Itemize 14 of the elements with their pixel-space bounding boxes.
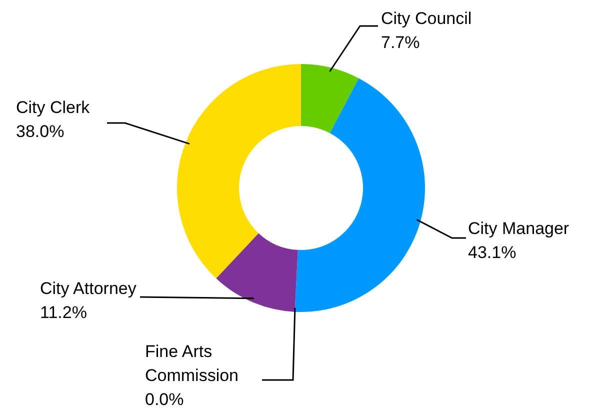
- data-label: 11.2%: [40, 303, 87, 322]
- donut-slice: [216, 233, 298, 312]
- slice-label: City Clerk: [16, 98, 90, 117]
- slice-label: City Council: [381, 9, 472, 28]
- text: 0.0%: [145, 390, 184, 409]
- donut-slice: [301, 64, 359, 134]
- slice-label: City Attorney: [40, 279, 137, 298]
- donut-slice: [294, 78, 425, 312]
- data-label: 43.1%: [468, 243, 516, 262]
- category-label: Fine Arts Commission: [145, 342, 239, 385]
- data-label: 38.0%: [16, 122, 64, 141]
- slice-label: City Manager: [468, 219, 570, 238]
- data-label: 7.7%: [381, 33, 420, 52]
- donut-slice: [177, 64, 301, 278]
